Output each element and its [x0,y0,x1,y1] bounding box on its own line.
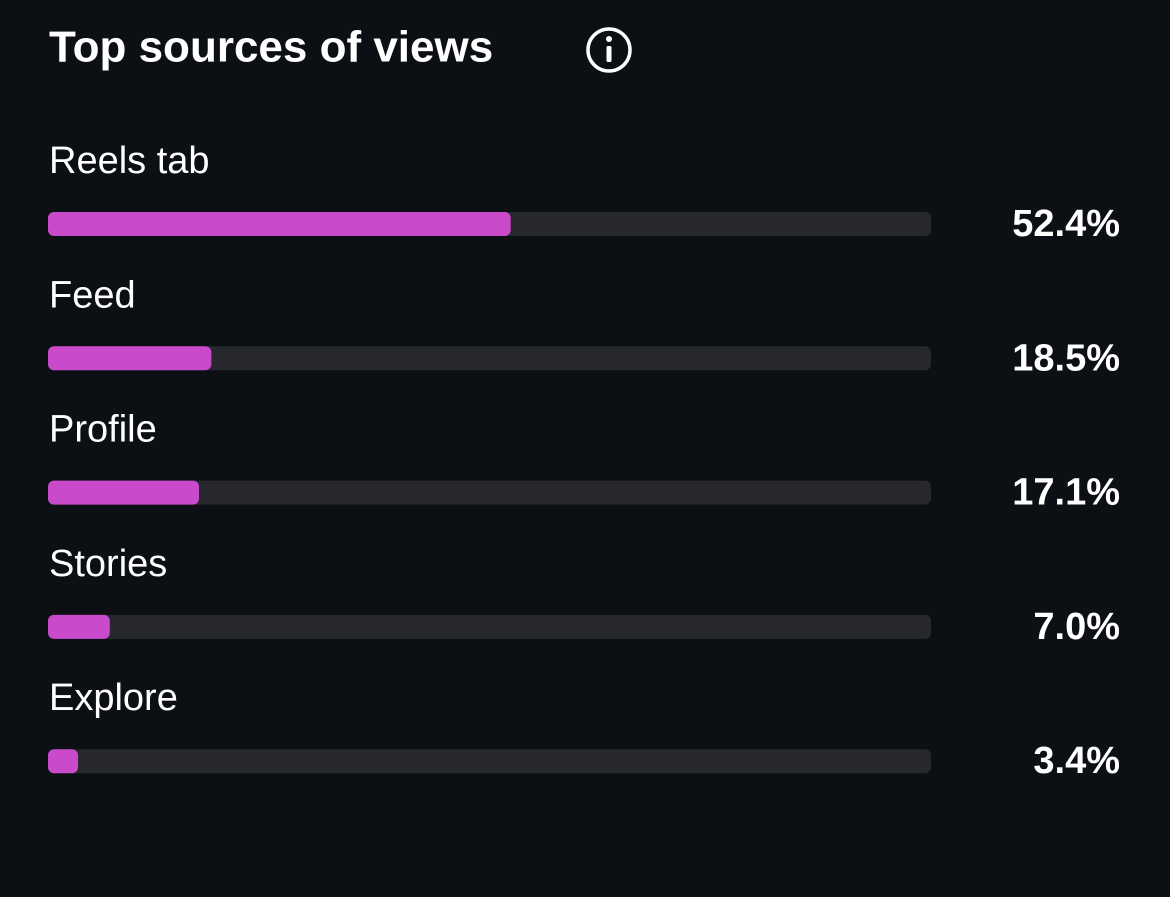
category-label: Feed [49,274,136,316]
category-label: Stories [49,543,167,585]
bar [48,749,79,774]
bar [48,614,110,639]
value-label: 7.0% [1033,606,1120,648]
info-icon-stem [606,46,612,62]
chart-title: Top sources of views [49,23,493,72]
info-icon-dot [606,36,612,42]
bar-track [48,749,931,774]
info-icon-ring [586,27,632,73]
bar-track [48,614,931,639]
value-label: 52.4% [1012,203,1120,245]
value-label: 3.4% [1033,740,1120,782]
category-label: Reels tab [49,140,210,182]
bar-track [48,480,931,505]
bar [48,212,511,236]
bar-track [48,346,931,371]
bar [48,480,199,505]
info-icon[interactable] [586,27,632,73]
category-label: Explore [49,677,178,719]
category-label: Profile [49,409,157,451]
bar [48,346,212,371]
value-label: 18.5% [1012,337,1120,379]
value-label: 17.1% [1012,472,1120,514]
